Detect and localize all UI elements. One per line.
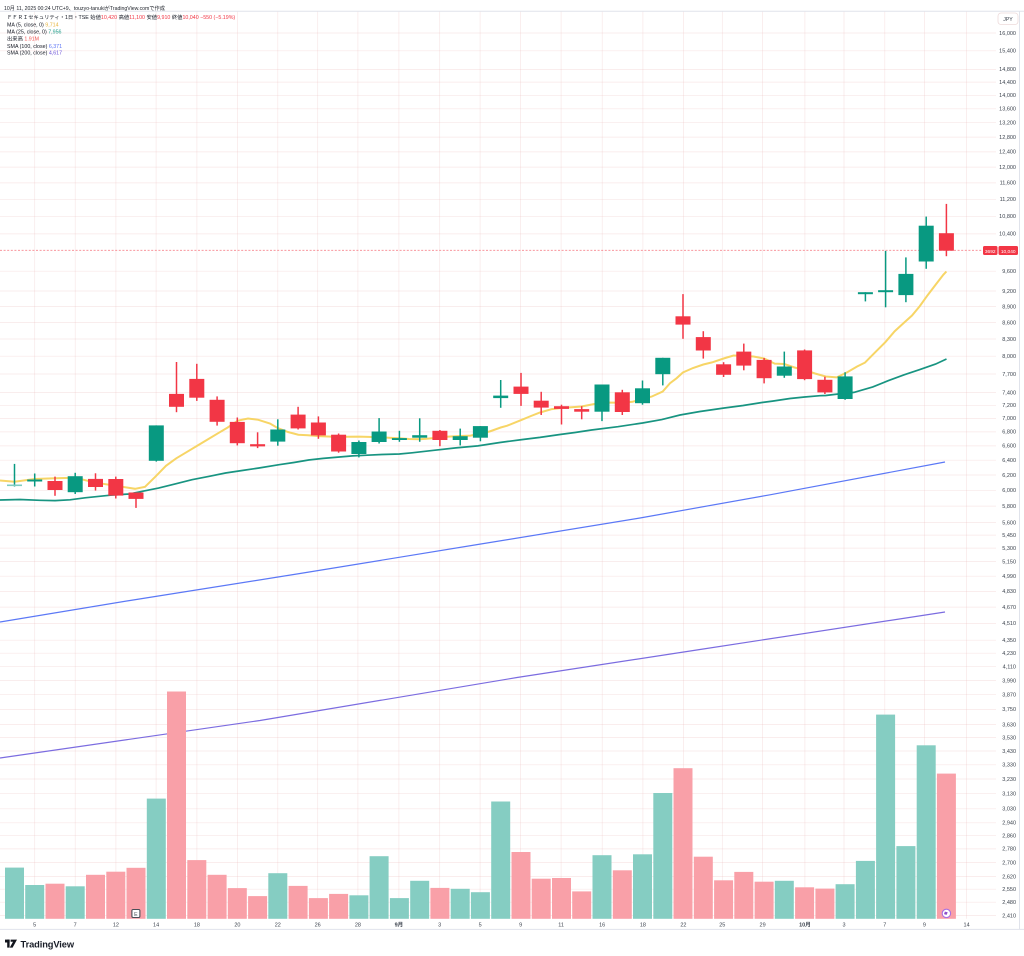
svg-text:3,750: 3,750 (1002, 707, 1016, 713)
svg-text:13,200: 13,200 (999, 121, 1016, 127)
svg-text:2,940: 2,940 (1002, 821, 1016, 827)
svg-text:5,800: 5,800 (1002, 504, 1016, 510)
svg-text:9: 9 (923, 923, 926, 929)
svg-text:10月 11, 2025 00:24 UTC+9、touzy: 10月 11, 2025 00:24 UTC+9、touzyo-tanukiがT… (4, 4, 165, 12)
svg-text:25: 25 (719, 923, 725, 929)
svg-text:9,200: 9,200 (1002, 289, 1016, 295)
svg-text:3: 3 (842, 923, 845, 929)
svg-text:14,000: 14,000 (999, 93, 1016, 99)
svg-text:3: 3 (438, 923, 441, 929)
svg-text:3,230: 3,230 (1002, 777, 1016, 783)
svg-text:9,600: 9,600 (1002, 269, 1016, 275)
svg-text:出来高 1.91M: 出来高 1.91M (7, 35, 39, 43)
svg-text:6,800: 6,800 (1002, 430, 1016, 436)
svg-text:3,130: 3,130 (1002, 792, 1016, 798)
svg-text:5,450: 5,450 (1002, 533, 1016, 539)
svg-text:6,200: 6,200 (1002, 473, 1016, 479)
svg-text:4,990: 4,990 (1002, 574, 1016, 580)
svg-text:12,400: 12,400 (999, 150, 1016, 156)
svg-text:8,000: 8,000 (1002, 354, 1016, 360)
svg-text:SMA (100, close) 6,371: SMA (100, close) 6,371 (7, 44, 62, 50)
svg-text:2,860: 2,860 (1002, 834, 1016, 840)
svg-text:5,600: 5,600 (1002, 520, 1016, 526)
svg-text:4,670: 4,670 (1002, 605, 1016, 611)
svg-text:20: 20 (234, 923, 240, 929)
svg-text:JPY: JPY (1003, 17, 1013, 23)
svg-text:3,030: 3,030 (1002, 807, 1016, 813)
svg-text:MA (5, close, 0) 9,714: MA (5, close, 0) 9,714 (7, 23, 59, 29)
svg-text:8,300: 8,300 (1002, 337, 1016, 343)
svg-text:SMA (200, close) 4,617: SMA (200, close) 4,617 (7, 51, 62, 57)
svg-text:7,700: 7,700 (1002, 372, 1016, 378)
svg-text:8,900: 8,900 (1002, 304, 1016, 310)
svg-text:MA (25, close, 0) 7,956: MA (25, close, 0) 7,956 (7, 30, 62, 36)
svg-text:2,700: 2,700 (1002, 860, 1016, 866)
svg-text:2,410: 2,410 (1002, 913, 1016, 919)
svg-text:5: 5 (479, 923, 482, 929)
svg-text:7: 7 (74, 923, 77, 929)
svg-text:18: 18 (640, 923, 646, 929)
svg-text:4,350: 4,350 (1002, 638, 1016, 644)
svg-text:10,800: 10,800 (999, 214, 1016, 220)
svg-text:3,430: 3,430 (1002, 749, 1016, 755)
svg-text:16,000: 16,000 (999, 31, 1016, 37)
svg-text:7,000: 7,000 (1002, 416, 1016, 422)
svg-text:6,400: 6,400 (1002, 458, 1016, 464)
svg-text:26: 26 (315, 923, 321, 929)
svg-text:2,480: 2,480 (1002, 900, 1016, 906)
svg-text:E: E (134, 912, 138, 918)
svg-text:6,000: 6,000 (1002, 488, 1016, 494)
svg-text:8,600: 8,600 (1002, 320, 1016, 326)
svg-text:TradingView: TradingView (21, 939, 75, 949)
svg-text:16: 16 (599, 923, 605, 929)
svg-text:22: 22 (680, 923, 686, 929)
svg-text:14,400: 14,400 (999, 80, 1016, 86)
svg-text:7: 7 (883, 923, 886, 929)
svg-text:7,400: 7,400 (1002, 390, 1016, 396)
svg-text:22: 22 (275, 923, 281, 929)
svg-text:12,800: 12,800 (999, 135, 1016, 141)
svg-text:10,400: 10,400 (999, 232, 1016, 238)
svg-text:3,330: 3,330 (1002, 763, 1016, 769)
svg-text:15,400: 15,400 (999, 49, 1016, 55)
svg-text:3,630: 3,630 (1002, 722, 1016, 728)
svg-text:14: 14 (153, 923, 159, 929)
svg-text:3,870: 3,870 (1002, 693, 1016, 699)
svg-text:2,780: 2,780 (1002, 847, 1016, 853)
svg-text:13,600: 13,600 (999, 107, 1016, 113)
svg-text:ＦＦＲＩセキュリティ・1日・TSE 始値10,420 高値1: ＦＦＲＩセキュリティ・1日・TSE 始値10,420 高値11,100 安値9,… (7, 13, 235, 21)
svg-text:18: 18 (194, 923, 200, 929)
svg-text:5: 5 (33, 923, 36, 929)
svg-text:4,230: 4,230 (1002, 651, 1016, 657)
svg-text:11,600: 11,600 (1000, 181, 1016, 187)
svg-text:14,800: 14,800 (999, 67, 1016, 73)
svg-text:6,600: 6,600 (1002, 444, 1016, 450)
svg-text:4,110: 4,110 (1003, 665, 1016, 671)
svg-text:9月: 9月 (395, 921, 404, 929)
svg-text:3,530: 3,530 (1002, 735, 1016, 741)
svg-text:9: 9 (519, 923, 522, 929)
svg-text:3,990: 3,990 (1002, 678, 1016, 684)
svg-text:2,550: 2,550 (1002, 887, 1016, 893)
svg-text:11,200: 11,200 (1000, 197, 1016, 203)
svg-text:5,150: 5,150 (1002, 559, 1016, 565)
svg-text:3692: 3692 (985, 249, 996, 255)
svg-text:10月: 10月 (799, 921, 811, 929)
svg-text:5,300: 5,300 (1002, 546, 1016, 552)
svg-text:10,040: 10,040 (1001, 249, 1016, 255)
svg-text:4,510: 4,510 (1002, 621, 1016, 627)
svg-text:11: 11 (558, 923, 564, 929)
svg-text:2,620: 2,620 (1002, 874, 1016, 880)
svg-text:12: 12 (113, 923, 119, 929)
svg-text:4,830: 4,830 (1002, 589, 1016, 595)
svg-text:29: 29 (760, 923, 766, 929)
svg-text:12,000: 12,000 (999, 165, 1016, 171)
svg-text:14: 14 (964, 923, 970, 929)
svg-text:28: 28 (355, 923, 361, 929)
svg-text:7,200: 7,200 (1002, 403, 1016, 409)
